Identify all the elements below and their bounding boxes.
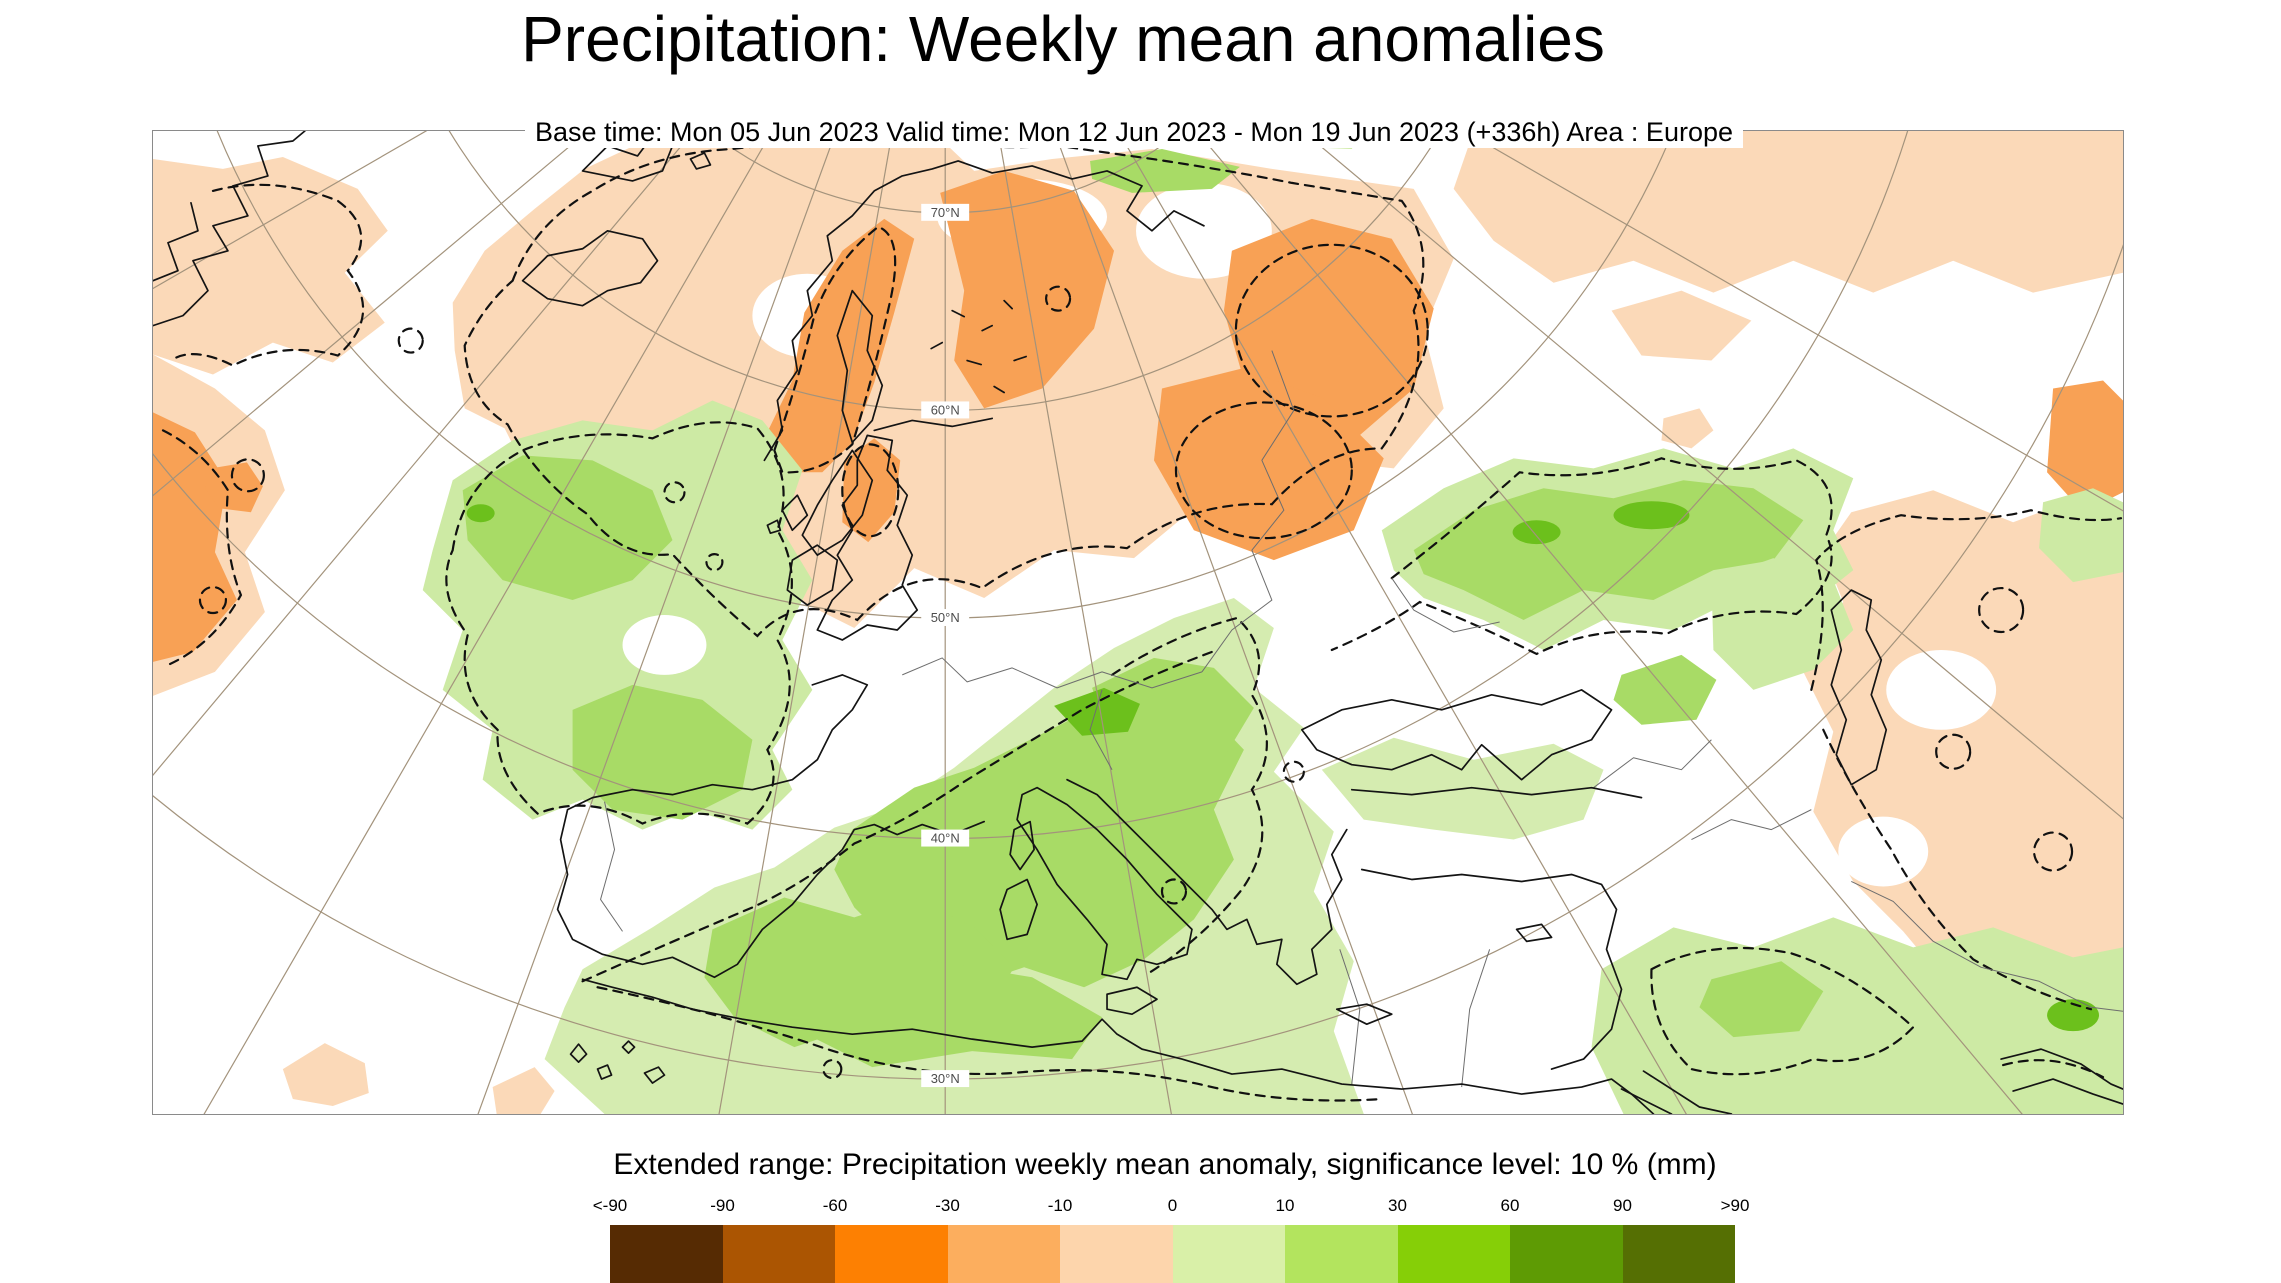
anomaly-shading [153, 131, 2123, 1114]
colorbar-cell [1510, 1225, 1623, 1283]
lat-label-70n: 70°N [931, 205, 960, 220]
latitude-labels: 70°N 60°N 50°N 40°N 30°N [921, 203, 970, 1088]
lat-label-30n: 30°N [931, 1071, 960, 1086]
colorbar-tick: 90 [1613, 1196, 1632, 1215]
lat-label-60n: 60°N [931, 402, 960, 417]
colorbar-tick: -90 [710, 1196, 735, 1215]
map-canvas: 70°N 60°N 50°N 40°N 30°N [153, 131, 2123, 1114]
europe-anomaly-map: 70°N 60°N 50°N 40°N 30°N [152, 130, 2124, 1115]
colorbar-cell [722, 1225, 835, 1283]
map-subtitle-basetime: Base time: Mon 05 Jun 2023 Valid time: M… [525, 116, 1743, 148]
colorbar-tick: <-90 [592, 1196, 628, 1215]
colorbar-cell [1060, 1225, 1173, 1283]
colorbar-cell [1172, 1225, 1285, 1283]
colorbar-tick: 60 [1500, 1196, 1520, 1215]
colorbar-cell [947, 1225, 1060, 1283]
colorbar-cell [1622, 1225, 1735, 1283]
colorbar-tick: >90 [1720, 1196, 1750, 1215]
colorbar-tick: -30 [935, 1196, 960, 1215]
colorbar-tick: 0 [1167, 1196, 1178, 1215]
colorbar-tick: 30 [1388, 1196, 1407, 1215]
page-title: Precipitation: Weekly mean anomalies [521, 3, 1605, 75]
legend-caption: Extended range: Precipitation weekly mea… [613, 1148, 1717, 1181]
colorbar-cell [1397, 1225, 1510, 1283]
colorbar [610, 1225, 1735, 1283]
colorbar-cell [1285, 1225, 1398, 1283]
colorbar-cell [835, 1225, 948, 1283]
colorbar-cell [610, 1225, 723, 1283]
colorbar-tick-labels: <-90 -90 -60 -30 -10 0 10 30 60 90 >90 [0, 1196, 2281, 1218]
coastlines [153, 131, 2123, 1114]
colorbar-tick: 10 [1275, 1196, 1295, 1215]
lat-label-50n: 50°N [931, 610, 960, 625]
colorbar-tick: -60 [822, 1196, 848, 1215]
lat-label-40n: 40°N [931, 831, 960, 846]
country-borders [600, 350, 2123, 1088]
colorbar-tick: -10 [1047, 1196, 1073, 1215]
